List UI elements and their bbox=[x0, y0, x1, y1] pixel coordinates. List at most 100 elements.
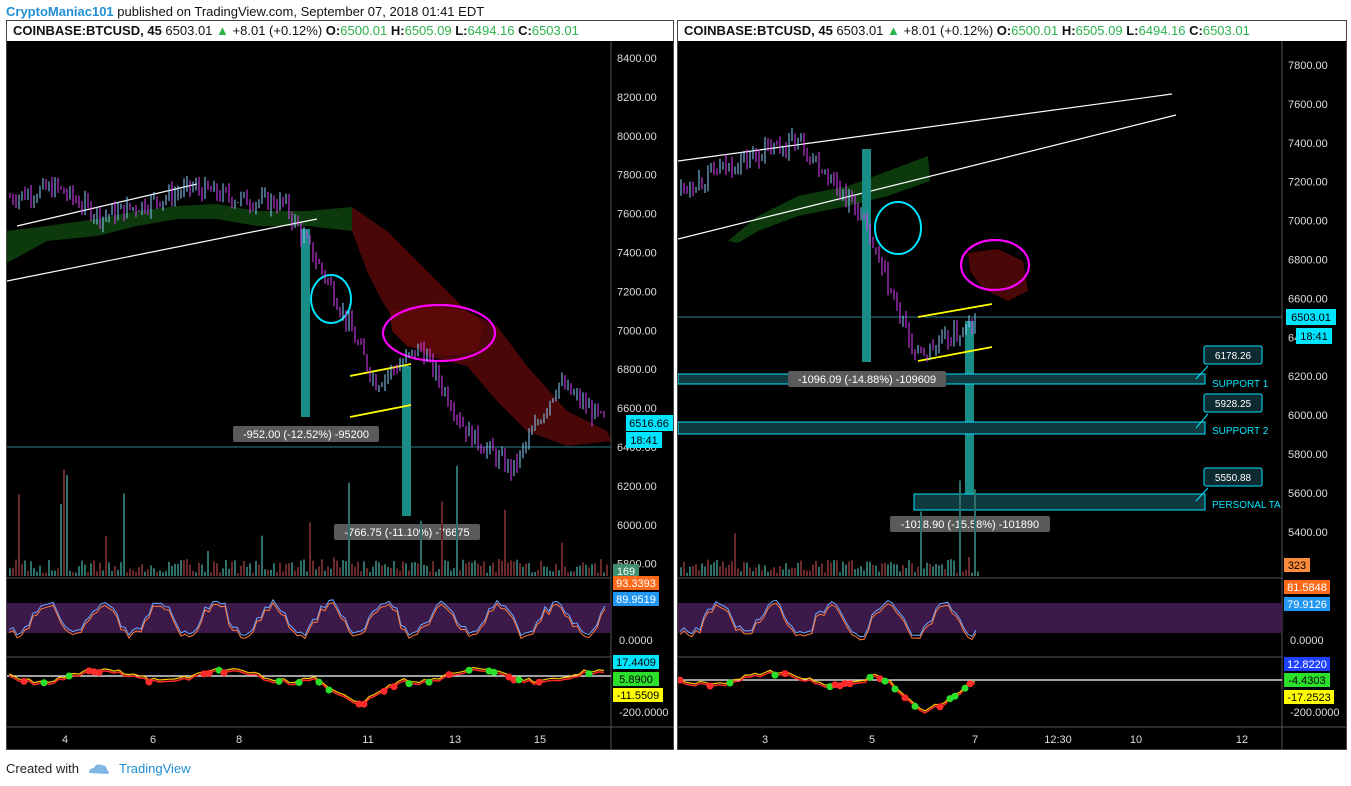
macd-cross-dot bbox=[380, 687, 388, 695]
volume-bar bbox=[504, 509, 506, 576]
volume-bar bbox=[761, 570, 763, 576]
volume-bar bbox=[273, 563, 275, 576]
price-tick-label: 5400.00 bbox=[1288, 527, 1328, 539]
cyan-circle-annotation[interactable] bbox=[310, 274, 352, 324]
time-tick-label: 8 bbox=[236, 734, 242, 746]
volume-bar bbox=[483, 561, 485, 576]
channel-upper[interactable] bbox=[917, 303, 993, 318]
volume-bar bbox=[306, 571, 308, 576]
volume-bar bbox=[887, 564, 889, 576]
volume-bar bbox=[135, 571, 137, 576]
volume-bar bbox=[779, 565, 781, 576]
price-change: +8.01 (+0.12%) bbox=[232, 23, 323, 38]
volume-bar bbox=[495, 571, 497, 576]
volume-bar bbox=[474, 560, 476, 576]
time-axis[interactable]: 3 5 7 12:30 10 12 bbox=[762, 734, 1248, 746]
channel-upper[interactable] bbox=[349, 363, 412, 377]
volume-bar bbox=[971, 572, 973, 576]
wedge-upper-line[interactable] bbox=[16, 183, 198, 227]
time-tick-label: 4 bbox=[62, 734, 68, 746]
channel-lower[interactable] bbox=[349, 404, 412, 418]
macd-cross-dot bbox=[205, 669, 213, 677]
volume-bar bbox=[695, 564, 697, 576]
volume-bar bbox=[60, 504, 62, 576]
support-2-zone[interactable] bbox=[678, 421, 1206, 435]
svg-text:-11.5509: -11.5509 bbox=[617, 690, 660, 702]
author-link[interactable]: CryptoManiac101 bbox=[6, 4, 114, 19]
macd-cross-dot bbox=[95, 669, 103, 677]
macd-cross-dot bbox=[846, 680, 854, 688]
svg-text:0.0000: 0.0000 bbox=[619, 635, 653, 647]
price-axis[interactable]: 7800.00 7600.00 7400.00 7200.00 7000.00 6800.… bbox=[1288, 60, 1328, 539]
measure-label-2: -766.75 (-11.10%) -76675 bbox=[334, 524, 480, 540]
volume-bar bbox=[740, 571, 742, 576]
volume-bar bbox=[881, 563, 883, 576]
magenta-circle-annotation[interactable] bbox=[959, 238, 1031, 292]
personal-ta-callout[interactable]: 5550.88 PERSONAL TA bbox=[1195, 467, 1281, 511]
last-price: 6503.01 bbox=[836, 23, 884, 38]
personal-ta-zone[interactable] bbox=[913, 493, 1206, 511]
time-tick-label: 6 bbox=[150, 734, 156, 746]
svg-text:-1018.90 (-15.58%) -101890: -1018.90 (-15.58%) -101890 bbox=[901, 519, 1039, 531]
volume-bar bbox=[935, 564, 937, 576]
volume-bar bbox=[564, 566, 566, 576]
svg-text:-200.0000: -200.0000 bbox=[619, 707, 669, 719]
stoch-signal-line bbox=[679, 602, 977, 641]
volume-bar bbox=[689, 566, 691, 576]
volume-bar bbox=[78, 566, 80, 576]
publish-header: CryptoManiac101 published on TradingView… bbox=[6, 4, 484, 19]
volume-bar bbox=[399, 570, 401, 576]
volume-bar bbox=[974, 489, 976, 576]
volume-bar bbox=[201, 564, 203, 576]
time-tick-label: 3 bbox=[762, 734, 768, 746]
cyan-circle-annotation[interactable] bbox=[874, 201, 922, 255]
macd-cross-dot bbox=[771, 671, 779, 679]
volume-bar bbox=[258, 564, 260, 576]
support-2-callout[interactable]: 5928.25 SUPPORT 2 bbox=[1195, 393, 1269, 437]
up-arrow-icon: ▲ bbox=[887, 23, 900, 38]
volume-bar bbox=[680, 567, 682, 576]
volume-bar bbox=[908, 560, 910, 576]
volume-bar bbox=[459, 570, 461, 576]
measure-bar-2[interactable] bbox=[402, 366, 411, 516]
chart-panel-left[interactable]: COINBASE:BTCUSD, 45 6503.01 ▲ +8.01 (+0.… bbox=[6, 20, 674, 750]
svg-text:-17.2523: -17.2523 bbox=[1287, 692, 1330, 704]
price-tick-label: 6000.00 bbox=[1288, 410, 1328, 422]
tradingview-link[interactable]: TradingView bbox=[118, 761, 191, 776]
channel-lower[interactable] bbox=[917, 346, 993, 362]
chart-canvas-left[interactable]: -952.00 (-12.52%) -95200 -766.75 (-11.10… bbox=[7, 21, 673, 749]
price-tick-label: 8000.00 bbox=[617, 131, 657, 143]
svg-text:SUPPORT 1: SUPPORT 1 bbox=[1212, 379, 1269, 390]
volume-bar bbox=[809, 570, 811, 576]
svg-text:18:41: 18:41 bbox=[630, 435, 658, 447]
volume-bar bbox=[156, 571, 158, 576]
chart-panel-right[interactable]: COINBASE:BTCUSD, 45 6503.01 ▲ +8.01 (+0.… bbox=[677, 20, 1347, 750]
measure-bar-1[interactable] bbox=[862, 149, 871, 362]
time-tick-label: 5 bbox=[869, 734, 875, 746]
volume-bar bbox=[390, 567, 392, 576]
volume-bar bbox=[96, 571, 98, 576]
price-axis[interactable]: 8400.00 8200.00 8000.00 7800.00 7600.00 7400.… bbox=[617, 53, 657, 571]
macd-cross-dot bbox=[425, 678, 433, 686]
support-1-callout[interactable]: 6178.26 SUPPORT 1 bbox=[1195, 345, 1269, 390]
volume-bar bbox=[366, 568, 368, 576]
time-axis[interactable]: 4 6 8 11 13 15 bbox=[62, 734, 546, 746]
volume-bar bbox=[737, 568, 739, 576]
wedge-lower-line[interactable] bbox=[678, 114, 1177, 240]
svg-text:SUPPORT 2: SUPPORT 2 bbox=[1212, 426, 1269, 437]
volume-bar bbox=[357, 561, 359, 576]
magenta-circle-annotation[interactable] bbox=[381, 303, 497, 363]
volume-bar bbox=[69, 570, 71, 576]
chart-canvas-right[interactable]: -1096.09 (-14.88%) -109609 -1018.90 (-15… bbox=[678, 21, 1346, 749]
volume-bar bbox=[207, 550, 209, 576]
volume-bar bbox=[249, 563, 251, 576]
volume-bar bbox=[381, 565, 383, 576]
volume-bar bbox=[84, 564, 86, 576]
close-value: 6503.01 bbox=[531, 23, 579, 38]
volume-bar bbox=[402, 561, 404, 576]
wedge-lower-line[interactable] bbox=[7, 218, 318, 282]
support-zones[interactable] bbox=[678, 373, 1206, 511]
wedge-upper-line[interactable] bbox=[678, 93, 1173, 162]
measure-bar-2[interactable] bbox=[965, 321, 974, 509]
measure-bar-1[interactable] bbox=[301, 229, 310, 417]
